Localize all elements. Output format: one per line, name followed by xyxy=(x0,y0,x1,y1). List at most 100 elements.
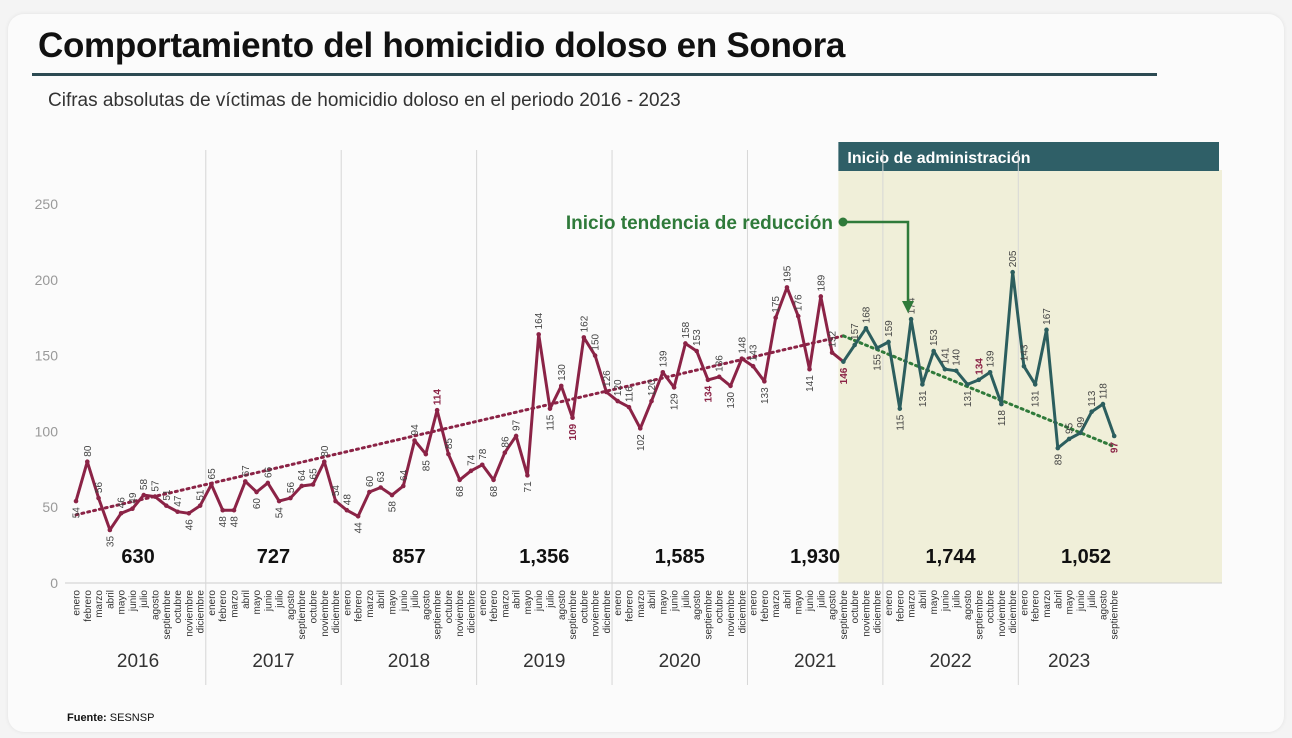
data-value-label: 95 xyxy=(1065,422,1076,434)
month-label: septiembre xyxy=(1110,590,1121,640)
month-label: febrero xyxy=(1031,590,1042,622)
month-label: julio xyxy=(816,590,827,609)
data-point xyxy=(570,415,575,421)
data-value-label: 139 xyxy=(658,350,669,367)
month-label: enero xyxy=(478,590,489,616)
data-value-label: 158 xyxy=(681,321,692,338)
month-label: agosto xyxy=(557,590,568,620)
data-value-label: 133 xyxy=(760,387,771,404)
month-label: febrero xyxy=(760,590,771,622)
month-label: junio xyxy=(1076,590,1087,613)
data-point xyxy=(107,527,113,533)
month-label: enero xyxy=(342,590,353,616)
year-total-label: 1,052 xyxy=(1061,546,1111,568)
data-value-label: 120 xyxy=(647,379,658,396)
data-point xyxy=(197,503,203,508)
data-value-label: 46 xyxy=(117,497,128,509)
data-point xyxy=(378,485,383,490)
data-value-label: 153 xyxy=(929,329,940,346)
month-label: septiembre xyxy=(433,590,444,640)
data-point xyxy=(807,366,812,372)
data-value-label: 86 xyxy=(500,436,511,448)
month-label: mayo xyxy=(117,590,128,615)
source-label: Fuente: xyxy=(67,712,107,724)
month-label: mayo xyxy=(929,590,940,615)
data-point xyxy=(592,353,598,358)
data-value-label: 141 xyxy=(805,375,816,392)
data-value-label: 136 xyxy=(715,355,726,372)
y-tick-label: 200 xyxy=(35,272,59,288)
month-label: julio xyxy=(139,590,150,609)
data-value-label: 115 xyxy=(545,414,556,430)
year-total-label: 1,930 xyxy=(790,546,840,568)
data-value-label: 109 xyxy=(568,423,579,440)
month-label: mayo xyxy=(658,590,669,615)
data-point xyxy=(333,498,338,504)
data-point xyxy=(321,459,327,465)
data-point xyxy=(502,450,508,455)
month-label: mayo xyxy=(794,590,805,615)
year-total-label: 1,585 xyxy=(655,546,705,568)
month-label: agosto xyxy=(963,590,974,620)
data-point xyxy=(96,495,101,501)
month-label: diciembre xyxy=(737,590,748,634)
data-point xyxy=(1044,327,1049,333)
data-point xyxy=(412,438,417,443)
data-point xyxy=(468,468,474,474)
data-point xyxy=(784,285,790,290)
month-label: noviembre xyxy=(997,590,1008,637)
data-value-label: 64 xyxy=(297,469,308,481)
data-point xyxy=(637,426,643,431)
month-label: noviembre xyxy=(591,590,602,637)
month-label: abril xyxy=(376,590,387,609)
data-point xyxy=(976,377,982,383)
data-value-label: 94 xyxy=(410,424,421,436)
data-point xyxy=(649,398,654,404)
data-value-label: 66 xyxy=(263,466,274,478)
data-value-label: 49 xyxy=(128,492,139,504)
month-label: octubre xyxy=(308,590,319,624)
data-point xyxy=(728,383,733,389)
data-point xyxy=(446,451,451,457)
month-label: noviembre xyxy=(184,590,195,637)
data-point xyxy=(999,401,1004,407)
data-value-label: 146 xyxy=(839,367,850,384)
data-value-label: 152 xyxy=(828,330,839,347)
data-point xyxy=(254,489,259,495)
data-point xyxy=(604,389,609,395)
data-value-label: 68 xyxy=(455,485,466,497)
data-value-label: 116 xyxy=(624,386,635,402)
data-value-label: 58 xyxy=(139,479,150,491)
month-label: agosto xyxy=(286,590,297,620)
month-label: mayo xyxy=(523,590,534,615)
year-label: 2016 xyxy=(117,651,159,672)
data-value-label: 130 xyxy=(726,391,737,408)
month-label: diciembre xyxy=(466,590,477,634)
month-label: octubre xyxy=(986,590,997,624)
data-value-label: 167 xyxy=(1042,308,1053,325)
data-point xyxy=(1100,401,1106,407)
data-point xyxy=(367,489,372,495)
data-point xyxy=(739,356,745,361)
data-point xyxy=(1021,363,1027,369)
data-point xyxy=(931,348,936,354)
data-value-label: 148 xyxy=(737,337,748,354)
data-point xyxy=(299,483,305,489)
month-label: julio xyxy=(275,590,286,609)
data-point xyxy=(863,326,869,331)
data-point xyxy=(457,477,462,483)
month-label: agosto xyxy=(421,590,432,620)
month-label: diciembre xyxy=(1008,590,1019,634)
data-point xyxy=(525,473,530,478)
month-label: agosto xyxy=(1098,590,1109,620)
data-value-label: 162 xyxy=(579,315,590,332)
data-value-label: 60 xyxy=(252,498,263,510)
data-value-label: 51 xyxy=(162,489,173,501)
data-point xyxy=(288,495,293,501)
data-value-label: 126 xyxy=(602,370,613,387)
data-point xyxy=(152,494,158,499)
data-value-label: 65 xyxy=(207,468,218,480)
data-point xyxy=(547,406,553,411)
month-label: julio xyxy=(410,590,421,609)
month-label: septiembre xyxy=(568,590,579,640)
